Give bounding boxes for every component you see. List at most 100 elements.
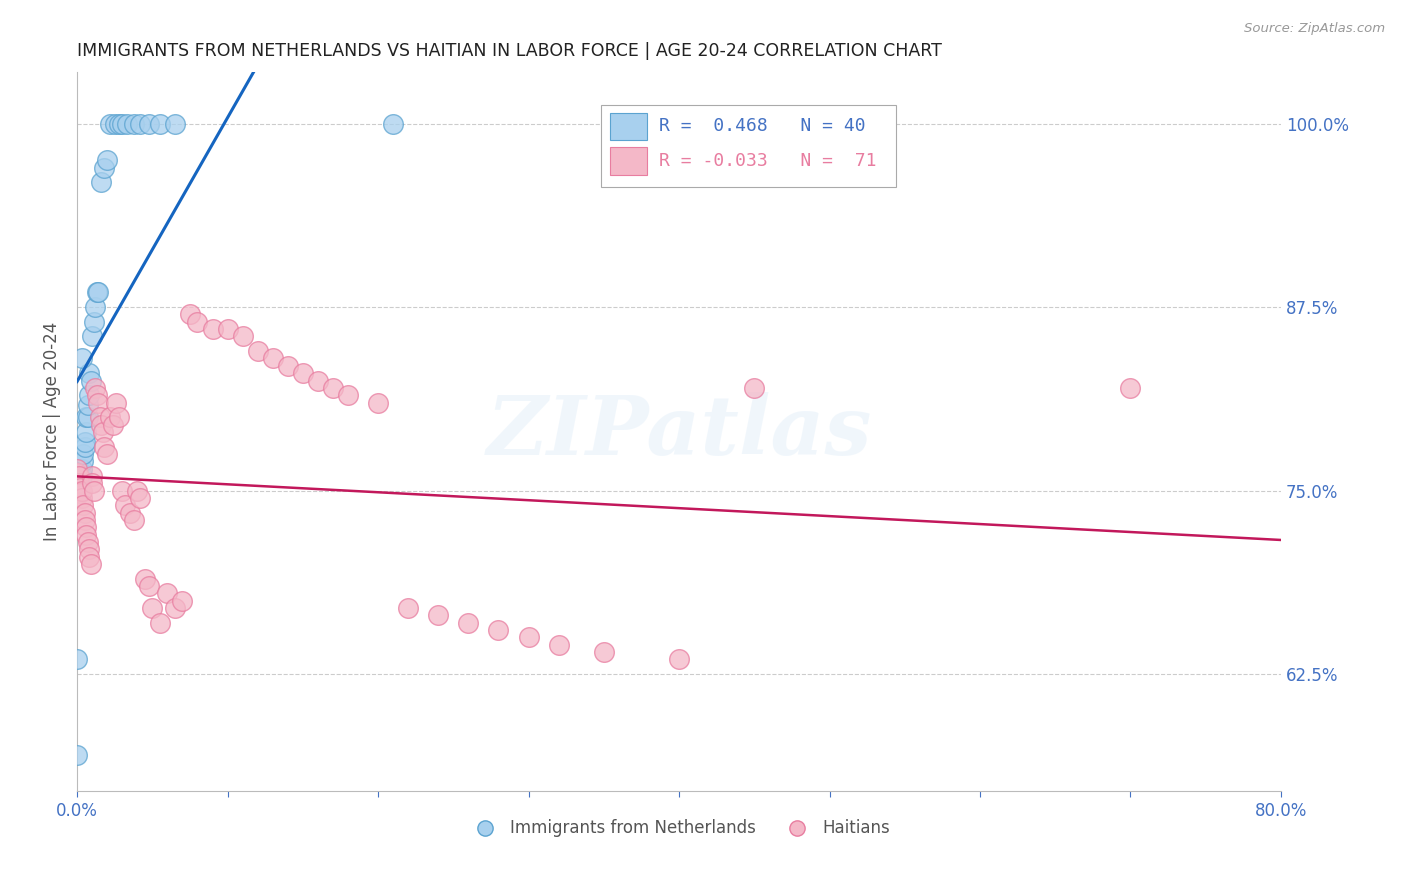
Point: [66, 747, 89, 762]
Point: [367, 395, 389, 409]
Point: [668, 652, 690, 666]
Point: [307, 374, 329, 388]
Point: [79, 557, 101, 571]
Point: [75, 527, 97, 541]
Text: R = -0.033   N =  71: R = -0.033 N = 71: [658, 152, 876, 169]
Point: [217, 322, 239, 336]
Bar: [600, 104, 896, 187]
Text: Source: ZipAtlas.com: Source: ZipAtlas.com: [1244, 22, 1385, 36]
Point: [82, 329, 104, 343]
Point: [77, 388, 100, 402]
Point: [83, 315, 105, 329]
Point: [115, 117, 138, 131]
Bar: [610, 147, 647, 175]
Point: [76, 534, 98, 549]
Point: [67, 468, 90, 483]
Point: [163, 117, 186, 131]
Point: [72, 454, 94, 468]
Point: [156, 586, 179, 600]
Point: [1119, 381, 1142, 395]
Point: [138, 117, 160, 131]
Point: [592, 645, 614, 659]
Point: [291, 366, 314, 380]
Point: [141, 600, 163, 615]
Point: [124, 513, 146, 527]
Point: [336, 388, 359, 402]
Point: [69, 468, 91, 483]
Point: [396, 600, 419, 615]
Point: [742, 381, 765, 395]
Point: [108, 410, 131, 425]
Point: [118, 506, 141, 520]
Point: [67, 472, 90, 486]
Point: [76, 410, 98, 425]
Point: [86, 285, 108, 300]
Point: [69, 486, 91, 500]
Point: [67, 483, 90, 498]
Point: [104, 117, 127, 131]
Point: [82, 468, 104, 483]
Point: [457, 615, 479, 630]
Point: [84, 300, 107, 314]
Point: [90, 176, 112, 190]
Text: IMMIGRANTS FROM NETHERLANDS VS HAITIAN IN LABOR FORCE | AGE 20-24 CORRELATION CH: IMMIGRANTS FROM NETHERLANDS VS HAITIAN I…: [77, 42, 942, 60]
Point: [86, 388, 108, 402]
Point: [186, 315, 208, 329]
Point: [427, 608, 450, 623]
Point: [277, 359, 299, 373]
Point: [72, 498, 94, 512]
Point: [66, 479, 89, 493]
Point: [67, 476, 90, 491]
Point: [87, 285, 110, 300]
Point: [382, 117, 405, 131]
Point: [149, 117, 172, 131]
Point: [98, 410, 121, 425]
Point: [77, 366, 100, 380]
Point: [246, 344, 269, 359]
Point: [83, 483, 105, 498]
Point: [488, 623, 510, 637]
Point: [91, 425, 114, 439]
Point: [66, 466, 89, 480]
Point: [547, 638, 569, 652]
Text: ZIPatlas: ZIPatlas: [486, 392, 872, 472]
Point: [66, 652, 89, 666]
Point: [70, 491, 93, 505]
Point: [70, 351, 93, 366]
Point: [72, 447, 94, 461]
Point: [77, 549, 100, 564]
Point: [79, 374, 101, 388]
Point: [90, 417, 112, 432]
Point: [75, 425, 97, 439]
Point: [163, 600, 186, 615]
Point: [89, 410, 111, 425]
Point: [96, 153, 118, 168]
Point: [69, 465, 91, 479]
Point: [517, 630, 540, 644]
Point: [103, 417, 125, 432]
Y-axis label: In Labor Force | Age 20-24: In Labor Force | Age 20-24: [44, 322, 60, 541]
Point: [75, 520, 97, 534]
Point: [82, 476, 104, 491]
Point: [262, 351, 284, 366]
Point: [114, 498, 136, 512]
Point: [70, 468, 93, 483]
Point: [84, 381, 107, 395]
Point: [66, 483, 89, 498]
Point: [98, 117, 121, 131]
Point: [73, 440, 96, 454]
Point: [93, 440, 115, 454]
Point: [111, 483, 134, 498]
Point: [75, 410, 97, 425]
Point: [67, 476, 90, 491]
Point: [111, 117, 134, 131]
Bar: [610, 112, 647, 140]
Point: [138, 579, 160, 593]
Point: [232, 329, 254, 343]
Text: R =  0.468   N = 40: R = 0.468 N = 40: [658, 118, 865, 136]
Legend: Immigrants from Netherlands, Haitians: Immigrants from Netherlands, Haitians: [461, 813, 897, 844]
Point: [129, 117, 152, 131]
Point: [105, 395, 128, 409]
Point: [129, 491, 152, 505]
Point: [172, 593, 194, 607]
